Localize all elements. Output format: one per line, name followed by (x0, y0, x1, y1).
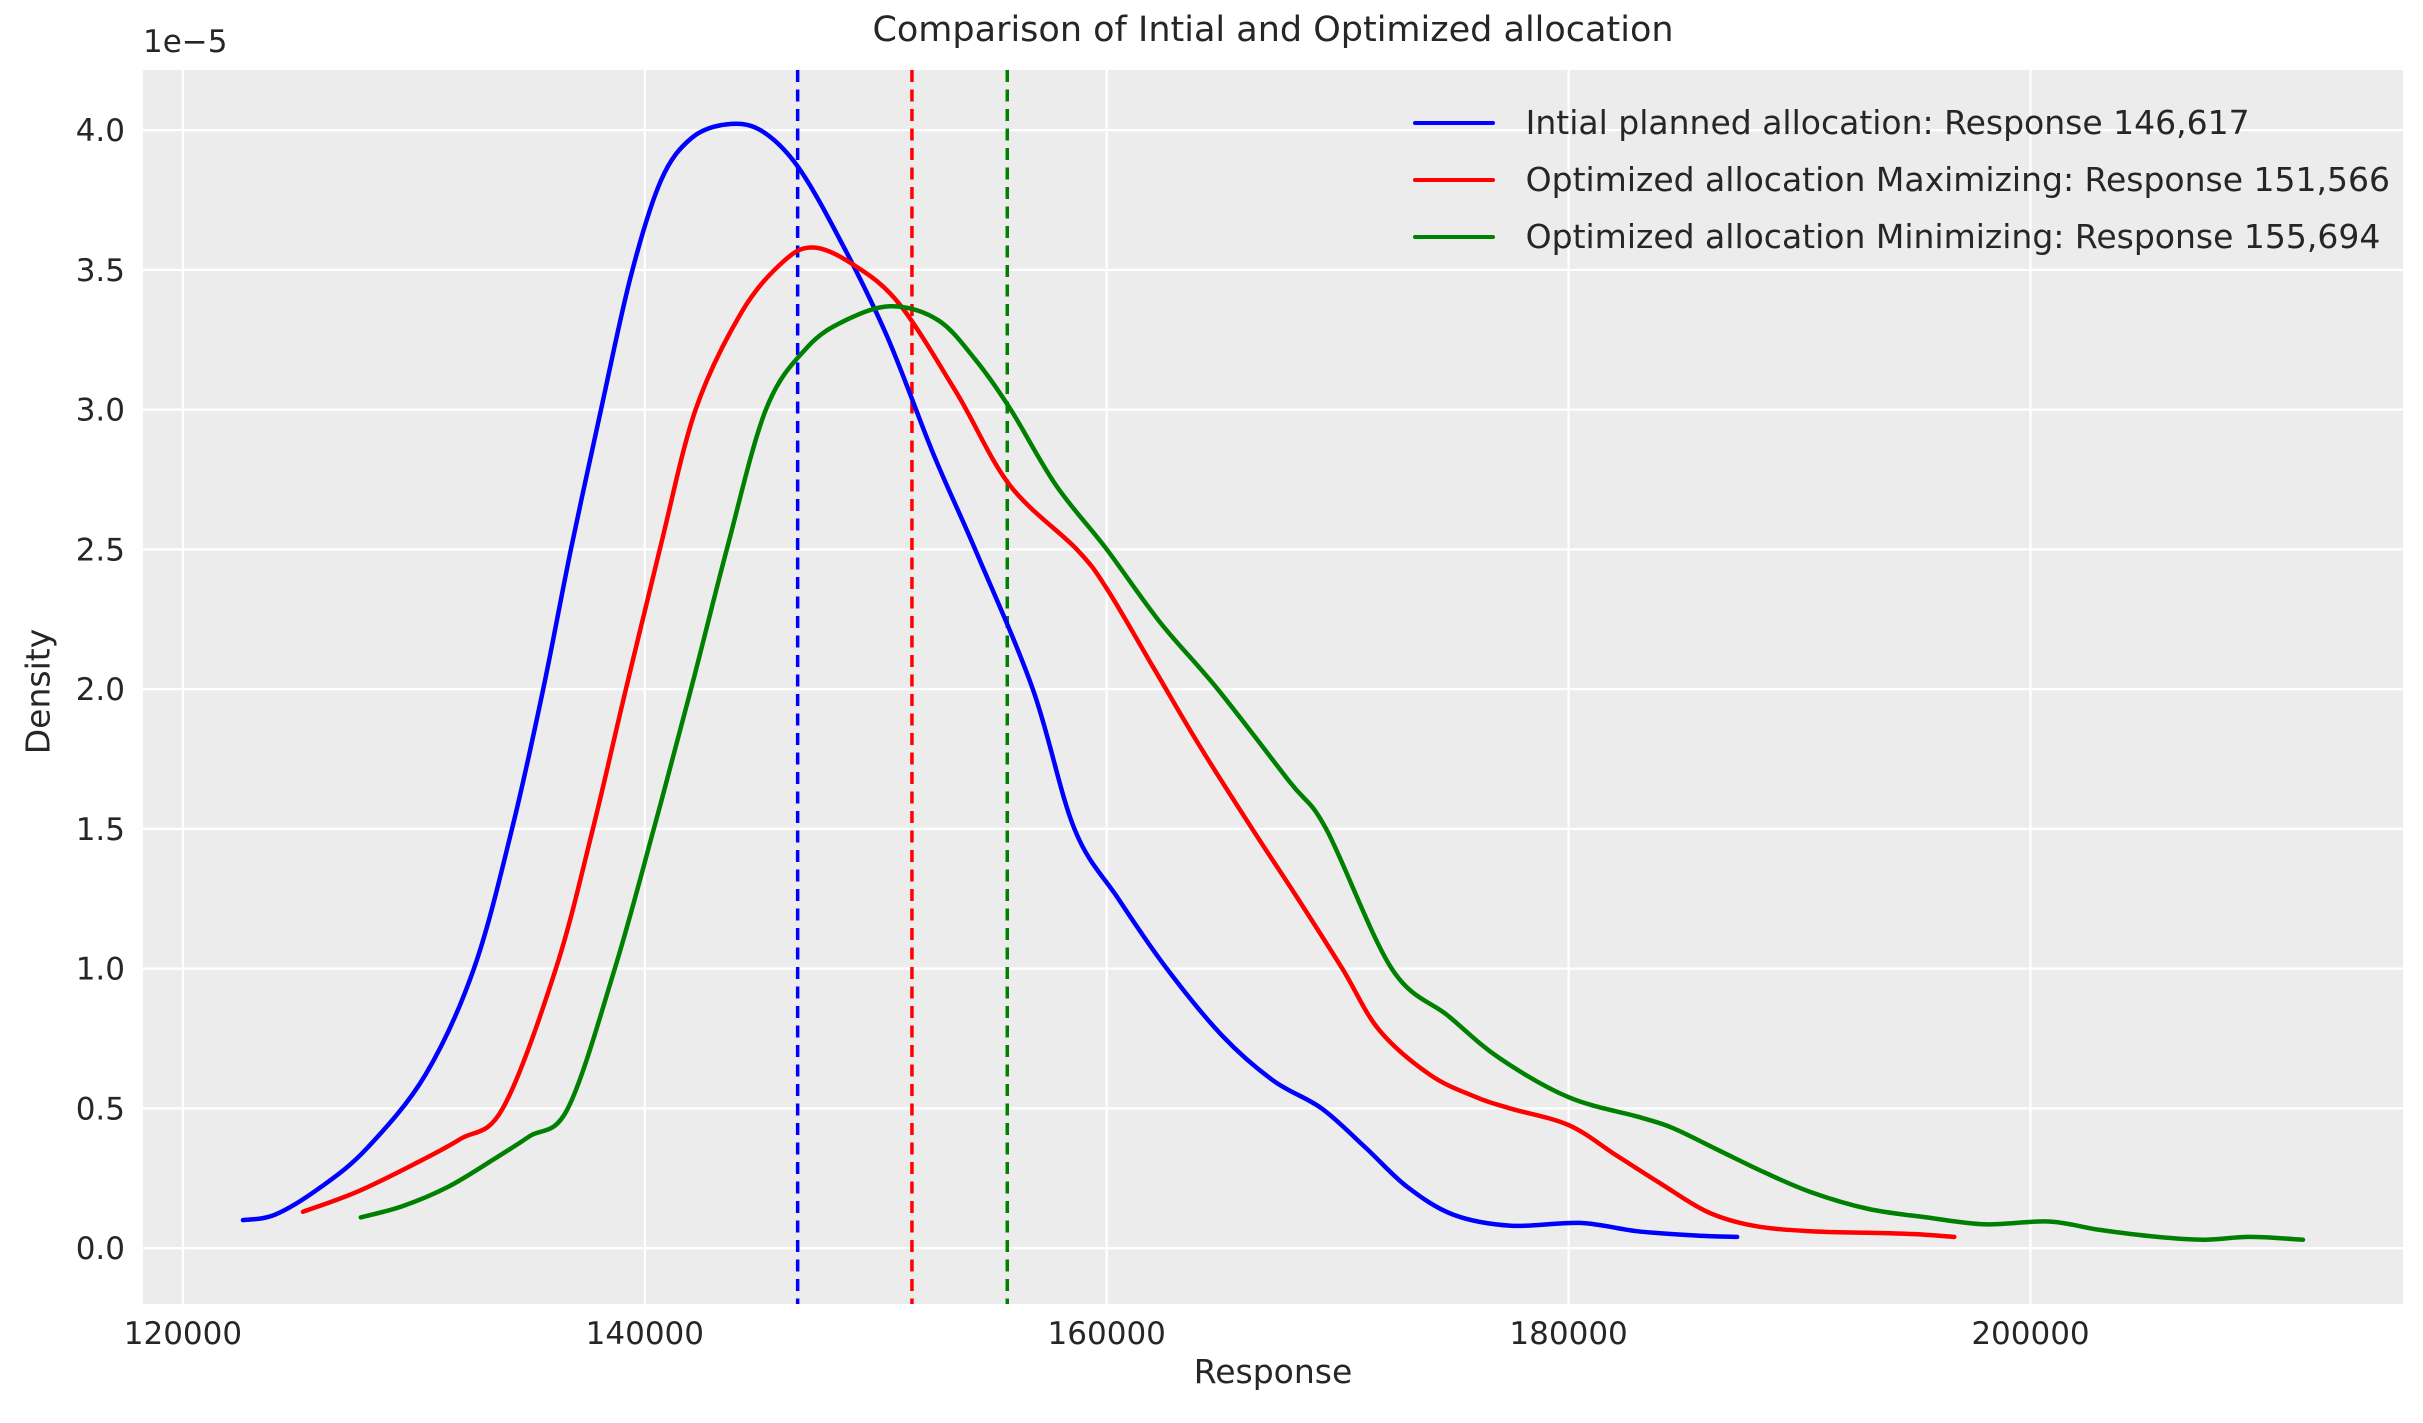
legend-item-minimizing: Optimized allocation Minimizing: Respons… (1412, 208, 2390, 265)
x-axis-label: Response (1193, 1352, 1353, 1391)
density-curve (300, 245, 1957, 1240)
y-tick-label: 2.5 (76, 532, 125, 568)
legend-item-maximizing: Optimized allocation Maximizing: Respons… (1412, 151, 2390, 208)
legend-label: Optimized allocation Maximizing: Respons… (1525, 160, 2390, 199)
x-tick-label: 200000 (1971, 1316, 2089, 1352)
y-tick-label: 0.5 (76, 1091, 125, 1127)
y-tick-label: 2.0 (76, 672, 125, 708)
x-tick-label: 140000 (586, 1316, 704, 1352)
y-tick-label: 0.0 (76, 1231, 125, 1267)
x-tick-label: 160000 (1048, 1316, 1166, 1352)
legend: Intial planned allocation: Response 146,… (1412, 94, 2390, 265)
density-curve (358, 303, 2306, 1242)
legend-label: Intial planned allocation: Response 146,… (1525, 103, 2250, 142)
legend-line-red-icon (1412, 177, 1495, 182)
x-tick-label: 120000 (124, 1316, 242, 1352)
y-tick-label: 1.0 (76, 952, 125, 988)
axes-background (143, 70, 2403, 1304)
chart-title: Comparison of Intial and Optimized alloc… (872, 10, 1674, 50)
legend-label: Optimized allocation Minimizing: Respons… (1525, 217, 2381, 256)
y-tick-label: 3.5 (76, 253, 125, 289)
y-axis-label: Density (18, 628, 58, 755)
y-tick-label: 3.0 (76, 393, 125, 429)
y-tick-label: 4.0 (76, 113, 125, 149)
y-axis-offset-label: 1e−5 (143, 24, 228, 60)
x-tick-label: 180000 (1509, 1316, 1627, 1352)
legend-line-green-icon (1412, 234, 1495, 239)
y-tick-label: 1.5 (76, 812, 125, 848)
legend-line-blue-icon (1412, 120, 1495, 125)
legend-item-initial: Intial planned allocation: Response 146,… (1412, 94, 2390, 151)
